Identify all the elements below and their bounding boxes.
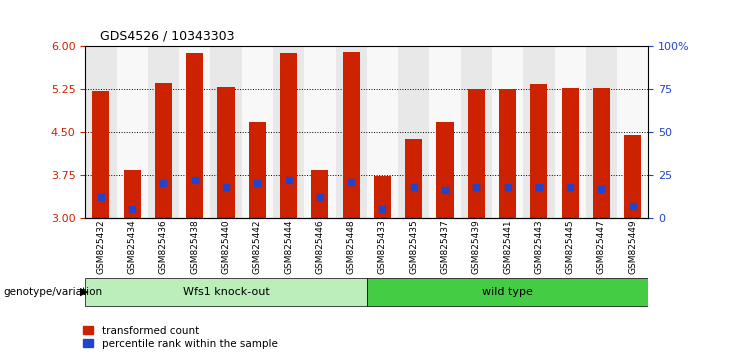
Text: genotype/variation: genotype/variation: [4, 287, 103, 297]
Bar: [617, 46, 648, 218]
Bar: [436, 121, 453, 218]
Bar: [85, 46, 116, 218]
Bar: [249, 122, 266, 218]
Bar: [461, 46, 492, 218]
Bar: [429, 46, 461, 218]
Bar: [280, 53, 297, 218]
Bar: [531, 84, 548, 218]
Bar: [179, 46, 210, 218]
Bar: [562, 88, 579, 218]
Bar: [273, 46, 305, 218]
Bar: [92, 91, 110, 218]
Bar: [186, 53, 203, 218]
Bar: [305, 46, 336, 218]
Bar: [116, 46, 147, 218]
Bar: [367, 46, 398, 218]
Bar: [499, 89, 516, 218]
Bar: [554, 46, 586, 218]
Text: wild type: wild type: [482, 287, 533, 297]
Bar: [468, 89, 485, 218]
Bar: [373, 176, 391, 218]
Bar: [492, 46, 523, 218]
Bar: [523, 46, 554, 218]
Text: GDS4526 / 10343303: GDS4526 / 10343303: [100, 29, 235, 42]
Bar: [155, 83, 172, 218]
Bar: [147, 46, 179, 218]
Bar: [85, 278, 367, 306]
Bar: [342, 52, 359, 218]
Bar: [367, 278, 648, 306]
Bar: [210, 46, 242, 218]
Bar: [217, 87, 235, 218]
Bar: [336, 46, 367, 218]
Bar: [311, 170, 328, 218]
Bar: [124, 170, 141, 218]
Bar: [398, 46, 429, 218]
Text: Wfs1 knock-out: Wfs1 knock-out: [182, 287, 270, 297]
Bar: [593, 88, 610, 218]
Legend: transformed count, percentile rank within the sample: transformed count, percentile rank withi…: [83, 326, 278, 349]
Bar: [242, 46, 273, 218]
Text: ▶: ▶: [80, 287, 88, 297]
Bar: [405, 139, 422, 218]
Bar: [586, 46, 617, 218]
Bar: [624, 135, 641, 218]
